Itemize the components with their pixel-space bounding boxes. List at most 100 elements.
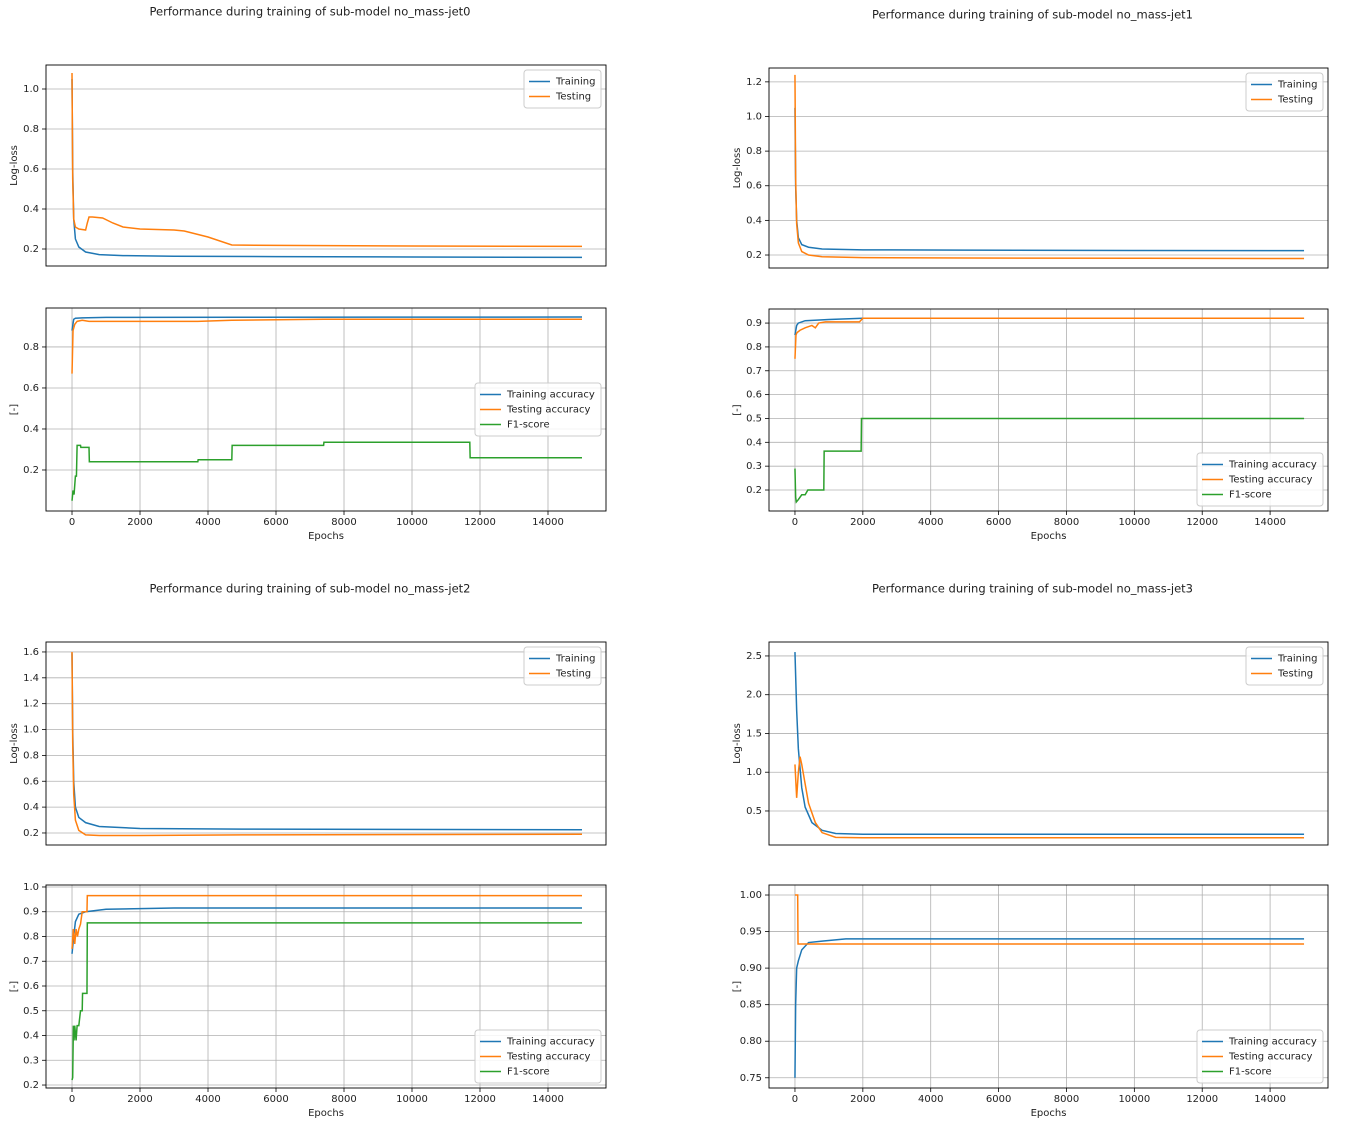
y-axis-label: [-] — [9, 404, 20, 416]
series-line — [71, 922, 582, 1081]
legend: Training Testing — [1245, 646, 1324, 686]
y-tick-label: 0.2 — [746, 485, 762, 496]
x-tick-label: 12000 — [1186, 517, 1218, 528]
y-tick-label: 0.5 — [23, 1006, 39, 1017]
subplot: 0.2 0.4 0.6 0.8 0 2000 4000 6000 8000 10000 12000 1… — [9, 307, 607, 542]
legend-box — [474, 382, 602, 437]
y-tick-label: 1.0 — [23, 882, 39, 893]
series-line — [71, 441, 582, 501]
y-tick-label: 0.7 — [23, 956, 39, 967]
y-tick-label: 0.5 — [746, 806, 762, 817]
y-tick-label: 0.4 — [23, 1031, 39, 1042]
y-tick-label: 0.4 — [23, 204, 39, 215]
y-tick-label: 0.8 — [23, 342, 39, 353]
y-tick-label: 0.8 — [23, 124, 39, 135]
legend: Training accuracy Testing accuracy F1-scor… — [474, 382, 602, 437]
series-line — [794, 756, 1305, 839]
x-tick-label: 12000 — [464, 517, 496, 528]
y-tick-label: 1.0 — [746, 111, 762, 122]
x-tick-label: 4000 — [195, 517, 220, 528]
series-line — [71, 316, 583, 331]
y-tick-label: 2.0 — [746, 690, 762, 701]
legend-label: Training accuracy — [1228, 1037, 1317, 1048]
y-axis-label: Log-loss — [732, 148, 743, 189]
legend-label: Testing accuracy — [1228, 475, 1313, 486]
subplot: 0.2 0.3 0.4 0.5 0.6 0.7 0.8 0.9 1.0 0 2000 4000 6000… — [9, 882, 607, 1119]
subplot: 0.2 0.4 0.6 0.8 1.0 1.2 Performance during tra… — [732, 8, 1329, 269]
y-axis-label: Log-loss — [9, 723, 20, 764]
series-line — [794, 652, 1305, 835]
legend: Training accuracy Testing accuracy F1-scor… — [1196, 452, 1324, 507]
axes-frame — [768, 308, 1329, 512]
legend-label: Training — [1277, 654, 1317, 665]
x-tick-label: 14000 — [1254, 517, 1286, 528]
x-tick-label: 4000 — [918, 517, 943, 528]
axes-frame — [45, 307, 607, 512]
x-tick-label: 2000 — [127, 517, 152, 528]
series-line — [71, 894, 582, 949]
axes-frame — [45, 641, 607, 846]
series-line — [794, 417, 1305, 504]
x-tick-label: 10000 — [396, 1094, 428, 1105]
x-tick-label: 6000 — [986, 1094, 1011, 1105]
figure-title: Performance during training of sub-model… — [150, 582, 471, 596]
legend: Training Testing — [523, 646, 602, 686]
x-axis-label: Epochs — [308, 531, 344, 542]
y-tick-label: 0.6 — [746, 181, 762, 192]
x-axis-label: Epochs — [1031, 531, 1067, 542]
y-tick-label: 0.8 — [23, 931, 39, 942]
x-tick-label: 8000 — [1054, 1094, 1079, 1105]
x-tick-label: 0 — [69, 517, 75, 528]
legend-box — [523, 646, 602, 686]
x-tick-label: 14000 — [532, 1094, 564, 1105]
legend-label: F1-score — [507, 1067, 550, 1078]
legend-label: Testing accuracy — [506, 1052, 591, 1063]
axes-frame — [768, 641, 1329, 846]
subplot: 0.5 1.0 1.5 2.0 2.5 Performance during traini… — [732, 582, 1329, 846]
y-tick-label: 0.80 — [740, 1036, 762, 1047]
y-tick-label: 0.75 — [740, 1073, 762, 1084]
axes-frame — [768, 884, 1329, 1089]
legend-label: Testing — [1277, 95, 1313, 106]
x-tick-label: 2000 — [850, 517, 875, 528]
y-tick-label: 0.4 — [23, 802, 39, 813]
legend-label: Testing accuracy — [506, 405, 591, 416]
subplot: 0.2 0.4 0.6 0.8 1.0 Performance during traini… — [9, 5, 607, 267]
y-axis-label: [-] — [732, 404, 743, 416]
x-tick-label: 4000 — [195, 1094, 220, 1105]
y-tick-label: 0.90 — [740, 963, 762, 974]
y-tick-label: 0.4 — [746, 215, 762, 226]
legend: Training Testing — [1245, 72, 1324, 112]
x-tick-label: 4000 — [918, 1094, 943, 1105]
legend-label: Training accuracy — [506, 1037, 595, 1048]
y-tick-label: 0.2 — [23, 1080, 39, 1091]
series-line — [794, 938, 1305, 1078]
y-tick-label: 0.4 — [746, 437, 762, 448]
x-tick-label: 12000 — [1186, 1094, 1218, 1105]
y-tick-label: 0.85 — [740, 1000, 762, 1011]
x-tick-label: 14000 — [1254, 1094, 1286, 1105]
x-axis-label: Epochs — [308, 1108, 344, 1119]
axes-frame — [45, 884, 607, 1089]
legend: Training accuracy Testing accuracy F1-scor… — [474, 1029, 602, 1084]
x-tick-label: 2000 — [850, 1094, 875, 1105]
x-tick-label: 6000 — [986, 517, 1011, 528]
legend-label: F1-score — [507, 420, 550, 431]
figure-title: Performance during training of sub-model… — [872, 8, 1193, 22]
y-tick-label: 0.6 — [23, 383, 39, 394]
y-tick-label: 0.9 — [23, 907, 39, 918]
legend-box — [523, 69, 602, 109]
y-axis-label: Log-loss — [9, 145, 20, 186]
legend-box — [1245, 646, 1324, 686]
y-tick-label: 0.6 — [23, 981, 39, 992]
x-tick-label: 0 — [792, 517, 798, 528]
y-tick-label: 0.7 — [746, 366, 762, 377]
y-tick-label: 0.8 — [746, 146, 762, 157]
series-line — [71, 72, 583, 248]
x-tick-label: 10000 — [1118, 517, 1150, 528]
legend: Training Testing — [523, 69, 602, 109]
subplot: 0.2 0.4 0.6 0.8 1.0 1.2 1.4 1.6 Performance duri… — [9, 582, 607, 846]
y-tick-label: 0.8 — [746, 342, 762, 353]
y-tick-label: 2.5 — [746, 651, 762, 662]
y-tick-label: 0.5 — [746, 413, 762, 424]
